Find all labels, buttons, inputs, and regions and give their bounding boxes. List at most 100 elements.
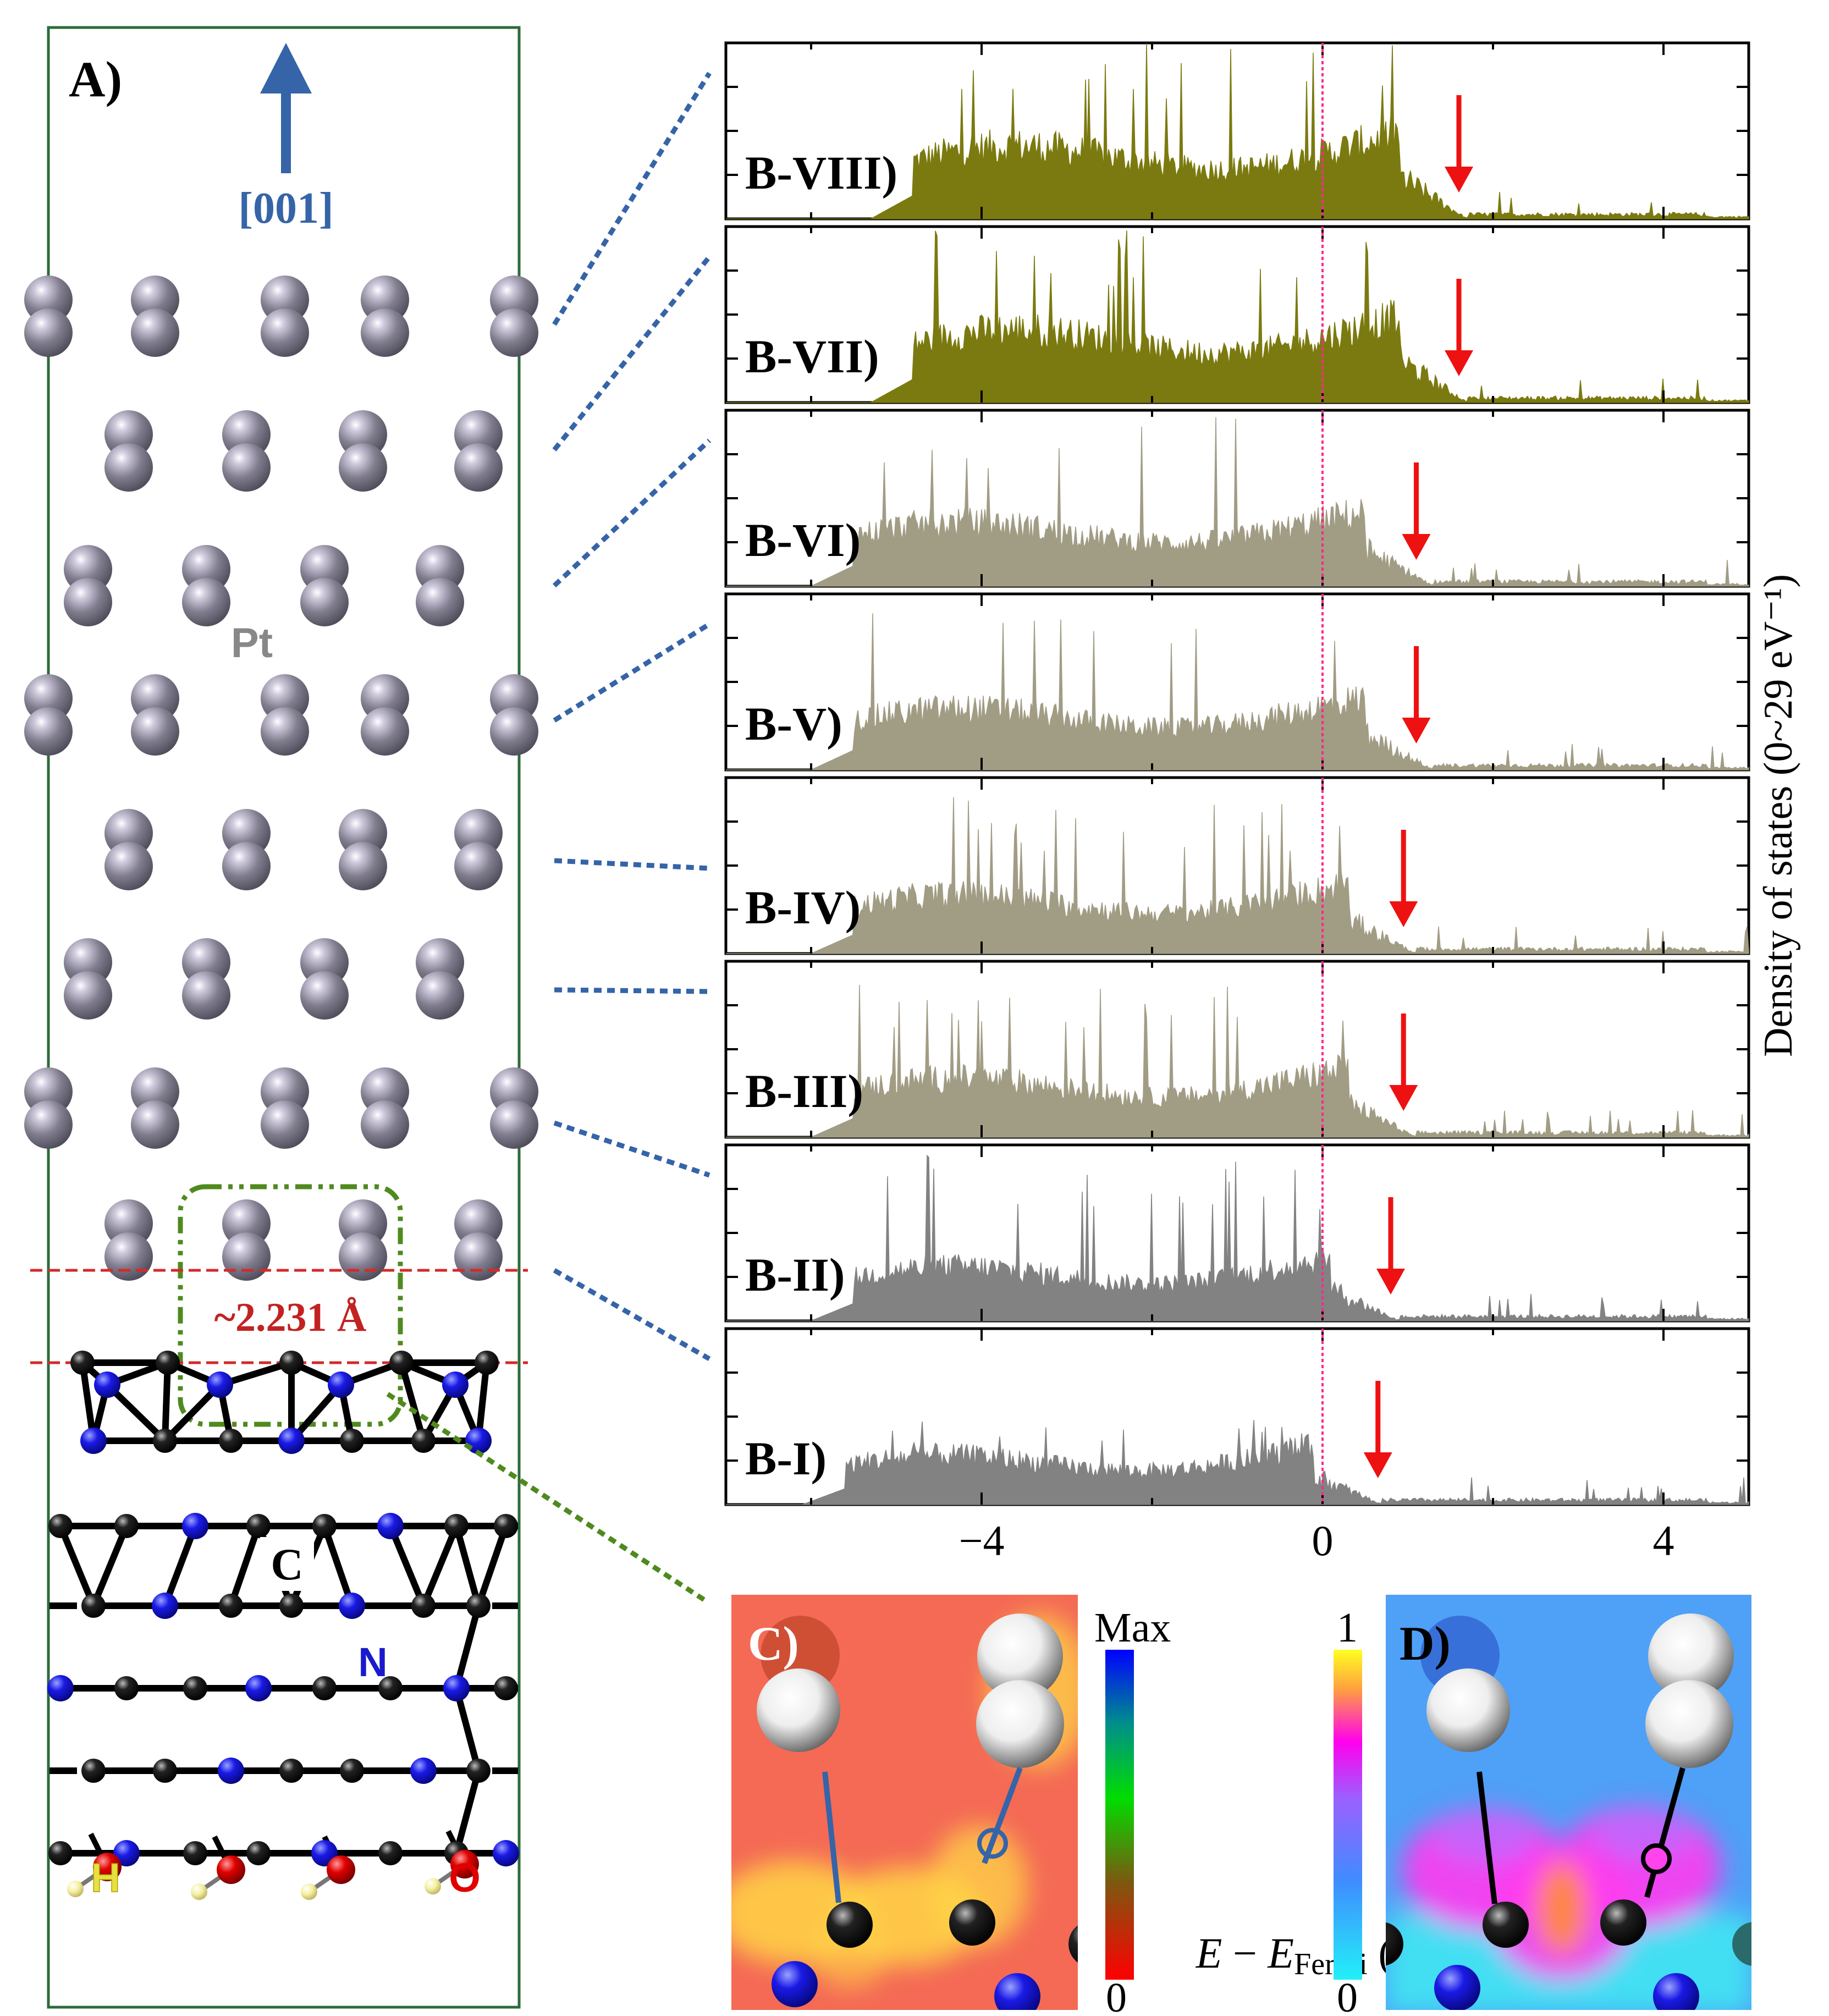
dos-series-label: B-II) bbox=[745, 1248, 845, 1301]
nitrogen-atom bbox=[443, 1675, 470, 1701]
dos-series-area bbox=[726, 230, 1749, 403]
direction-arrow-icon bbox=[260, 43, 312, 173]
layer-connector-line bbox=[553, 1268, 711, 1361]
nitrogen-atom bbox=[218, 1758, 244, 1784]
layer-connector-line bbox=[552, 71, 712, 326]
pt-atom bbox=[222, 1199, 271, 1281]
nitrogen-atom bbox=[152, 1593, 178, 1619]
c-label-background bbox=[260, 1537, 314, 1591]
hydrogen-atom bbox=[191, 1883, 207, 1900]
carbon-atom bbox=[279, 1759, 304, 1783]
carbon-atom bbox=[81, 1594, 106, 1618]
pt-atom bbox=[222, 809, 271, 890]
bond bbox=[398, 1362, 427, 1442]
dos-series-area bbox=[726, 613, 1749, 770]
x-tick-label: 4 bbox=[1653, 1517, 1674, 1565]
pt-atom bbox=[261, 674, 309, 756]
nitrogen-atom bbox=[328, 1371, 354, 1398]
dos-series-label: B-I) bbox=[745, 1432, 827, 1485]
dos-series-label: B-VIII) bbox=[745, 146, 897, 199]
pt-atom bbox=[454, 1199, 503, 1281]
dos-panel: B-III) bbox=[724, 960, 1750, 1139]
pt-atom bbox=[339, 1199, 387, 1281]
panel-d-map: 1 0 D) bbox=[1334, 1595, 1751, 2016]
bond bbox=[420, 1524, 460, 1607]
carbon-atom bbox=[494, 1514, 518, 1538]
pt-atom bbox=[416, 938, 464, 1020]
pt-atom bbox=[490, 674, 538, 756]
carbon-element-label: C bbox=[271, 1539, 303, 1589]
carbon-atom bbox=[466, 1594, 491, 1618]
carbon-atom bbox=[411, 1429, 436, 1453]
dos-series-label: B-VII) bbox=[745, 330, 879, 383]
carbon-atom bbox=[246, 1514, 271, 1538]
pt-atom-layers bbox=[24, 276, 538, 1281]
pt-atom bbox=[222, 410, 271, 492]
pt-atom bbox=[131, 1067, 179, 1149]
interlayer-distance-label: ~2.231 Å bbox=[214, 1295, 367, 1340]
carbon-atom bbox=[48, 1841, 73, 1865]
nitrogen-atom bbox=[245, 1675, 272, 1701]
band-edge-arrow-head bbox=[1376, 1269, 1405, 1295]
x-tick-label: −4 bbox=[959, 1517, 1005, 1565]
nitrogen-atom bbox=[442, 1371, 469, 1398]
nitrogen-atom bbox=[278, 1428, 305, 1454]
pt-atom bbox=[339, 410, 387, 492]
carbon-atom bbox=[48, 1514, 73, 1538]
oxygen-atom bbox=[450, 1850, 479, 1879]
nitrogen-atom bbox=[80, 1428, 107, 1454]
carbon-atom bbox=[81, 1759, 106, 1783]
panel-d-color-scale bbox=[1334, 1650, 1362, 1980]
cn-atoms bbox=[47, 1351, 519, 1900]
nitrogen-atom bbox=[377, 1513, 404, 1539]
layer-connector-line bbox=[552, 255, 712, 451]
nitrogen-atom bbox=[493, 1840, 519, 1866]
dos-panel: B-I) bbox=[724, 1327, 1750, 1506]
nitrogen-atom bbox=[94, 1371, 120, 1398]
oxygen-atom bbox=[327, 1855, 355, 1884]
carbon-atom bbox=[475, 1351, 499, 1375]
pt-atom bbox=[64, 545, 112, 626]
pt-atom bbox=[490, 1067, 538, 1149]
bond bbox=[453, 1687, 482, 1772]
hydrogen-element-label: H bbox=[91, 1855, 120, 1901]
nitrogen-atom bbox=[47, 1675, 74, 1701]
pt-atom bbox=[300, 938, 349, 1020]
band-edge-arrow-head bbox=[1402, 534, 1431, 560]
pt-atom bbox=[131, 276, 179, 357]
panel-d-scale-min: 0 bbox=[1337, 1975, 1358, 2016]
pt-atom bbox=[182, 938, 230, 1020]
pt-atom bbox=[300, 545, 349, 626]
layer-connector-line bbox=[554, 858, 710, 871]
pt-atom bbox=[104, 1199, 153, 1281]
bond bbox=[453, 1770, 482, 1854]
pt-atom bbox=[454, 410, 503, 492]
pt-atom bbox=[416, 545, 464, 626]
layer-connector-line bbox=[554, 987, 710, 994]
carbon-atom bbox=[340, 1759, 364, 1783]
zoom-connector-line bbox=[386, 1392, 708, 1604]
bond bbox=[387, 1524, 427, 1607]
y-axis-label: Density of states (0~29 eV⁻¹) bbox=[1756, 574, 1801, 1057]
pt-atom bbox=[24, 1067, 73, 1149]
carbon-atom bbox=[219, 1429, 243, 1453]
carbon-atom bbox=[246, 1841, 271, 1865]
dos-series-area bbox=[726, 984, 1749, 1138]
pt-atom bbox=[261, 276, 309, 357]
carbon-atom bbox=[183, 1676, 207, 1700]
panel-c-color-scale bbox=[1105, 1650, 1134, 1980]
bond bbox=[453, 1525, 482, 1607]
carbon-atom bbox=[312, 1676, 337, 1700]
carbon-atom bbox=[70, 1351, 95, 1375]
carbon-atom bbox=[378, 1841, 403, 1865]
nitrogen-element-label: N bbox=[358, 1639, 387, 1685]
band-edge-arrow-head bbox=[1363, 1452, 1392, 1478]
carbon-atom bbox=[312, 1514, 337, 1538]
pt-atom bbox=[131, 674, 179, 756]
hydrogen-atom bbox=[301, 1883, 317, 1900]
dos-panel: B-VII) bbox=[724, 225, 1750, 404]
pt-atom bbox=[361, 674, 409, 756]
dos-series-label: B-VI) bbox=[745, 514, 861, 566]
layer-connector-line bbox=[552, 438, 712, 588]
dos-series-area bbox=[726, 1154, 1749, 1321]
